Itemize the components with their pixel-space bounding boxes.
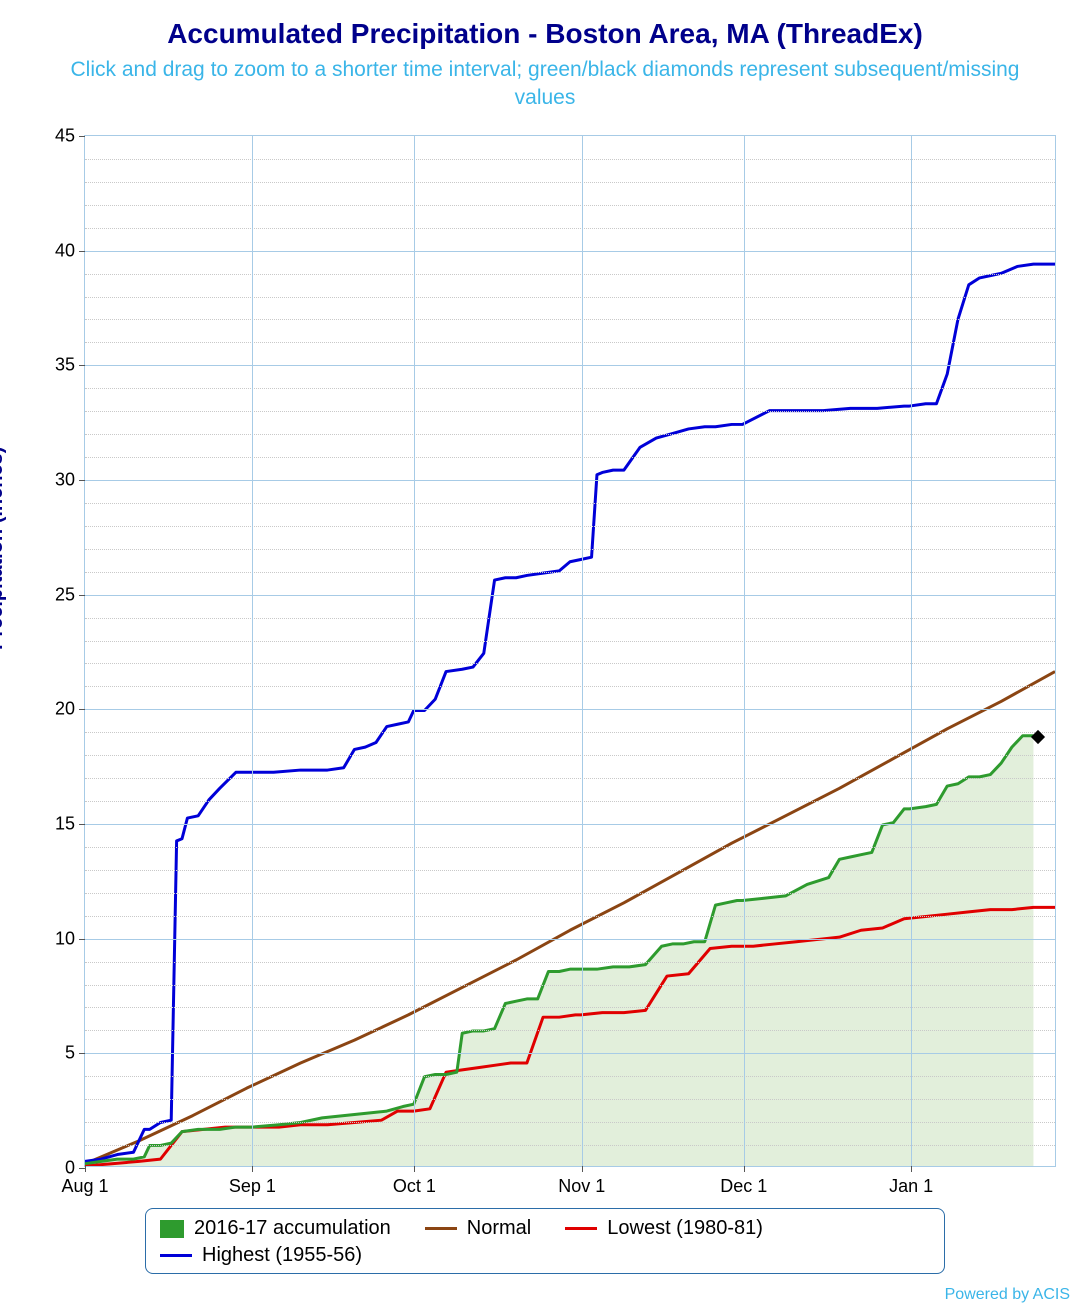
legend-label: Lowest (1980-81) xyxy=(607,1217,763,1240)
x-tick-label: Aug 1 xyxy=(61,1176,108,1197)
credit-label: Powered by ACIS xyxy=(945,1286,1070,1304)
y-tick-label: 30 xyxy=(55,470,75,491)
y-tick-label: 45 xyxy=(55,126,75,147)
y-tick-label: 40 xyxy=(55,240,75,261)
y-tick-label: 20 xyxy=(55,699,75,720)
y-axis-label: Precipitation (inches) xyxy=(0,447,8,650)
legend-swatch-line xyxy=(565,1227,597,1230)
legend-item: Lowest (1980-81) xyxy=(565,1217,763,1240)
y-tick-label: 25 xyxy=(55,584,75,605)
chart-subtitle: Click and drag to zoom to a shorter time… xyxy=(0,50,1090,113)
chart-title: Accumulated Precipitation - Boston Area,… xyxy=(0,0,1090,50)
x-tick-label: Nov 1 xyxy=(558,1176,605,1197)
x-tick-label: Sep 1 xyxy=(229,1176,276,1197)
plot-area[interactable]: 051015202530354045Aug 1Sep 1Oct 1Nov 1De… xyxy=(84,135,1056,1167)
legend-swatch-line xyxy=(425,1227,457,1230)
legend-swatch-fill xyxy=(160,1220,184,1238)
x-tick-label: Dec 1 xyxy=(720,1176,767,1197)
y-tick-label: 15 xyxy=(55,814,75,835)
y-tick-label: 5 xyxy=(65,1043,75,1064)
legend-label: 2016-17 accumulation xyxy=(194,1217,391,1240)
x-tick-label: Oct 1 xyxy=(393,1176,436,1197)
x-tick-label: Jan 1 xyxy=(889,1176,933,1197)
legend-item: Normal xyxy=(425,1217,531,1240)
legend: 2016-17 accumulation Normal Lowest (1980-8… xyxy=(145,1208,945,1274)
series-highest xyxy=(85,264,1055,1161)
legend-item: 2016-17 accumulation xyxy=(160,1217,391,1240)
series-lowest xyxy=(85,907,1055,1166)
legend-label: Highest (1955-56) xyxy=(202,1244,362,1267)
y-tick-label: 35 xyxy=(55,355,75,376)
series-normal xyxy=(85,672,1055,1164)
legend-swatch-line xyxy=(160,1254,192,1257)
legend-label: Normal xyxy=(467,1217,531,1240)
legend-item: Highest (1955-56) xyxy=(160,1244,362,1267)
y-tick-label: 10 xyxy=(55,928,75,949)
